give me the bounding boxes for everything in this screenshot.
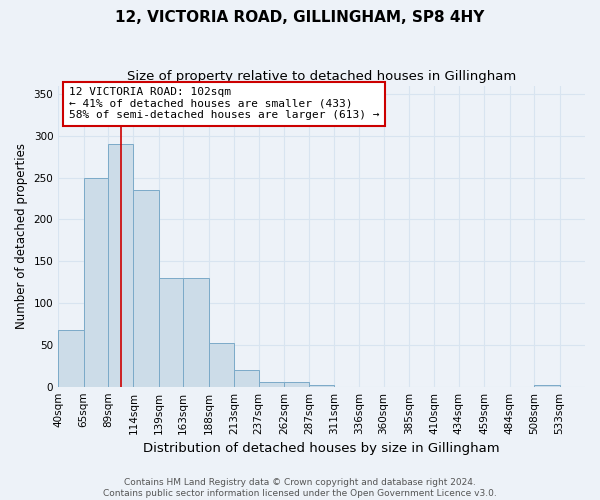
Bar <box>108 144 133 386</box>
Text: Contains HM Land Registry data © Crown copyright and database right 2024.
Contai: Contains HM Land Registry data © Crown c… <box>103 478 497 498</box>
X-axis label: Distribution of detached houses by size in Gillingham: Distribution of detached houses by size … <box>143 442 500 455</box>
Bar <box>58 330 83 386</box>
Text: 12, VICTORIA ROAD, GILLINGHAM, SP8 4HY: 12, VICTORIA ROAD, GILLINGHAM, SP8 4HY <box>115 10 485 25</box>
Text: 12 VICTORIA ROAD: 102sqm
← 41% of detached houses are smaller (433)
58% of semi-: 12 VICTORIA ROAD: 102sqm ← 41% of detach… <box>69 87 379 120</box>
Y-axis label: Number of detached properties: Number of detached properties <box>15 143 28 329</box>
Bar <box>534 385 560 386</box>
Bar <box>133 190 159 386</box>
Bar <box>284 382 310 386</box>
Bar <box>159 278 183 386</box>
Bar <box>259 382 284 386</box>
Bar <box>83 178 108 386</box>
Bar <box>310 385 334 386</box>
Bar <box>234 370 259 386</box>
Bar <box>209 343 234 386</box>
Bar <box>183 278 209 386</box>
Title: Size of property relative to detached houses in Gillingham: Size of property relative to detached ho… <box>127 70 516 83</box>
